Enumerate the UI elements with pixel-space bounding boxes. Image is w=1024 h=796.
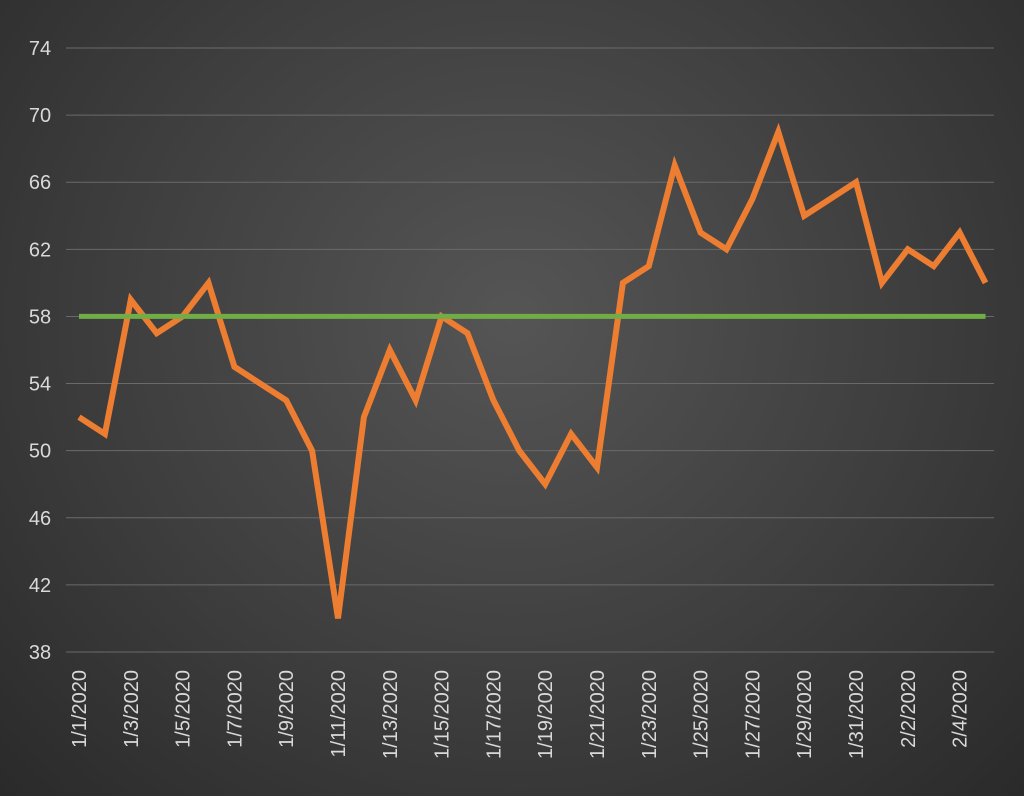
series-layer [77,122,989,619]
x-tick-label: 1/29/2020 [794,670,816,759]
x-tick-label: 1/9/2020 [276,670,298,748]
x-tick-label: 1/1/2020 [69,670,91,748]
x-tick-label: 1/3/2020 [121,670,143,748]
y-tick-label: 62 [29,239,51,261]
x-tick-label: 1/31/2020 [846,670,868,759]
y-tick-label: 46 [29,508,51,530]
y-tick-label: 38 [29,642,51,664]
y-tick-label: 66 [29,172,51,194]
y-tick-label: 42 [29,575,51,597]
x-tick-label: 1/17/2020 [483,670,505,759]
x-tick-label: 1/23/2020 [639,670,661,759]
y-tick-label: 70 [29,105,51,127]
y-tick-label: 74 [29,38,51,60]
x-tick-label: 1/7/2020 [224,670,246,748]
x-tick-label: 1/13/2020 [380,670,402,759]
x-tick-label: 2/4/2020 [950,670,972,748]
x-tick-label: 1/21/2020 [587,670,609,759]
y-axis: 38 42 46 50 54 58 62 66 70 74 [29,38,51,664]
x-tick-label: 2/2/2020 [898,670,920,748]
x-tick-label: 1/19/2020 [535,670,557,759]
x-tick-label: 1/25/2020 [691,670,713,759]
x-tick-label: 1/11/2020 [328,670,350,758]
x-tick-label: 1/5/2020 [173,670,195,748]
gridlines [66,47,994,653]
y-tick-label: 50 [29,441,51,463]
y-tick-label: 54 [29,374,51,396]
x-tick-label: 1/15/2020 [432,670,454,759]
y-tick-label: 58 [29,306,51,328]
x-axis: 1/1/2020 1/3/2020 1/5/2020 1/7/2020 1/9/2020… [69,670,972,759]
x-tick-label: 1/27/2020 [742,670,764,759]
series-line-orange [77,122,989,619]
